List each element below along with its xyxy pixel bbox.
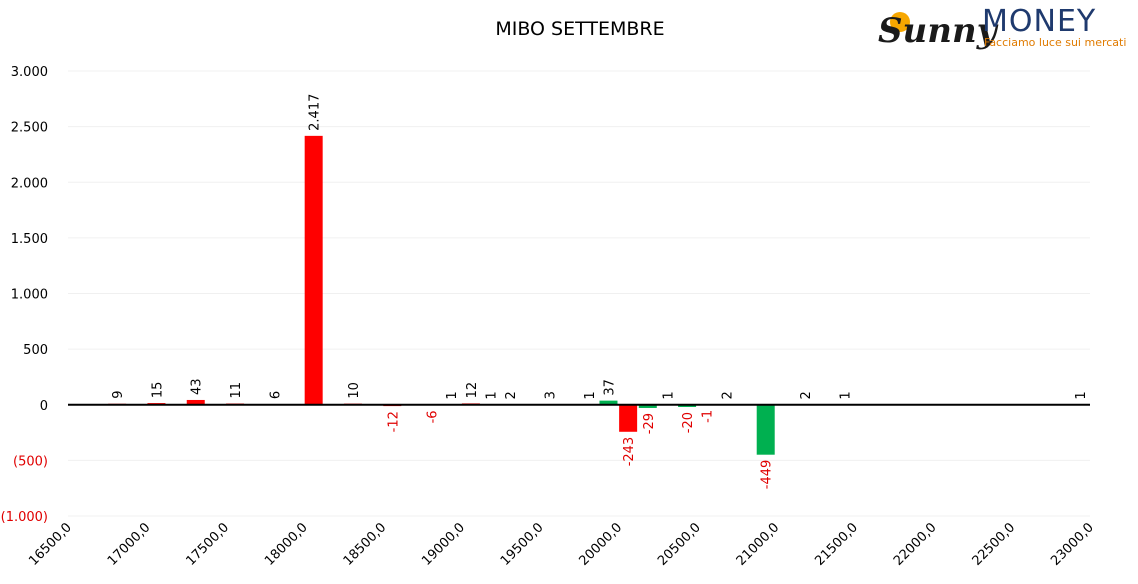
data-label: -1 [701,410,716,423]
bar [638,404,657,408]
data-label: -243 [622,437,637,467]
x-tick-label: 19000,0 [419,520,468,569]
y-tick-label: 500 [23,343,48,358]
x-tick-label: 18000,0 [262,520,311,569]
logo-name: MONEY [982,4,1096,39]
data-label: 43 [190,378,205,395]
data-label: -29 [642,413,657,434]
data-label: 1 [838,391,853,399]
x-tick-label: 18500,0 [341,520,390,569]
logo-tagline: Facciamo luce sui mercati [984,36,1126,49]
y-tick-label: 2.500 [11,121,48,136]
chart-title: MIBO SETTEMBRE [495,18,664,40]
x-tick-label: 22000,0 [891,520,940,569]
x-tick-label: 23000,0 [1048,520,1097,569]
data-label: 6 [268,391,283,399]
data-label: 15 [150,382,165,399]
x-tick-label: 22500,0 [970,520,1019,569]
bar [678,404,697,407]
data-label: 10 [347,382,362,399]
data-label: 3 [544,391,559,399]
x-tick-label: 17000,0 [105,520,154,569]
y-tick-label: (500) [13,454,48,469]
y-tick-label: 2.000 [11,176,48,191]
logo-brand: Sunny [878,11,999,51]
y-tick-label: (1.000) [1,510,48,525]
bar [756,404,775,455]
x-tick-label: 16500,0 [26,520,75,569]
data-label: 1 [583,391,598,399]
bar [619,404,638,432]
x-tick-label: 17500,0 [183,520,232,569]
data-label: 2 [720,391,735,399]
data-label: 1 [1074,391,1089,399]
x-tick-label: 19500,0 [498,520,547,569]
data-label: 2 [504,391,519,399]
logo-sun [890,12,910,32]
bar [304,135,323,405]
data-label: 2 [799,391,814,399]
data-label: 12 [465,382,480,399]
x-tick-label: 20000,0 [577,520,626,569]
data-label: -12 [386,411,401,432]
bar [599,400,618,405]
data-label: 9 [111,390,126,398]
y-tick-label: 1.500 [11,232,48,247]
data-label: -449 [760,460,775,490]
data-label: -20 [681,412,696,433]
data-label: 37 [602,379,617,396]
x-tick-label: 21500,0 [812,520,861,569]
data-label: -6 [426,410,441,423]
data-label: 2.417 [308,94,323,131]
y-tick-label: 3.000 [11,65,48,80]
logo: Sunny MONEY Facciamo luce sui mercati [878,4,1126,51]
data-label: 1 [445,391,460,399]
x-tick-label: 20500,0 [655,520,704,569]
data-label: 1 [485,391,500,399]
data-label: 1 [661,391,676,399]
y-tick-label: 1.000 [11,288,48,303]
bar [186,399,205,405]
data-label: 11 [229,382,244,399]
x-tick-label: 21000,0 [734,520,783,569]
y-tick-label: 0 [40,399,48,414]
